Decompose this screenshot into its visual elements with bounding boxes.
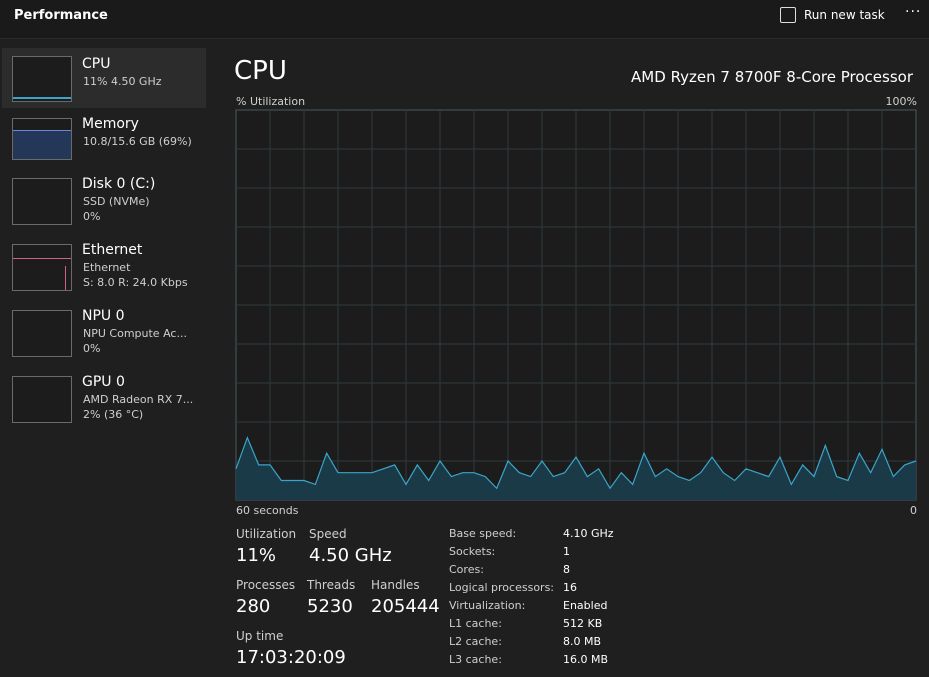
detail-value: 4.10 GHz [563, 527, 614, 540]
sidebar-item-name[interactable]: Memory [82, 116, 139, 132]
sidebar-item-name[interactable]: Ethernet [82, 242, 143, 258]
stat-label: Utilization [236, 527, 297, 541]
stat-label: Up time [236, 629, 284, 643]
stat-label: Threads [307, 578, 356, 592]
run-new-task-button[interactable]: Run new task [804, 8, 885, 22]
stat-value: 4.50 GHz [309, 545, 392, 566]
sidebar-item-name[interactable]: GPU 0 [82, 374, 125, 390]
detail-value: 1 [563, 545, 570, 558]
detail-label: L3 cache: [449, 653, 502, 666]
sidebar-item-detail: 2% (36 °C) [83, 408, 144, 421]
utilization-line [235, 435, 917, 490]
sidebar-item-detail: 11% 4.50 GHz [83, 75, 162, 88]
ethernet-thumbnail[interactable] [12, 244, 72, 291]
sidebar-item-detail: SSD (NVMe) [83, 195, 150, 208]
npu-thumbnail[interactable] [12, 310, 72, 357]
memory-thumbnail[interactable] [12, 118, 72, 160]
detail-label: Virtualization: [449, 599, 526, 612]
stat-label: Processes [236, 578, 296, 592]
detail-label: L1 cache: [449, 617, 502, 630]
sidebar-item-detail: NPU Compute Ac... [83, 327, 187, 340]
detail-value: 512 KB [563, 617, 603, 630]
y-tick-label: 100% [885, 95, 917, 108]
stat-value: 5230 [307, 596, 353, 617]
page-title: Performance [14, 8, 108, 23]
sidebar-item-detail: 10.8/15.6 GB (69%) [83, 135, 192, 148]
more-button[interactable]: ··· [905, 4, 922, 20]
y-axis-label: % Utilization [236, 95, 306, 108]
main-title: CPU [234, 56, 287, 86]
detail-value: 8 [563, 563, 570, 576]
sidebar-item-name[interactable]: Disk 0 (C:) [82, 176, 156, 192]
stat-value: 280 [236, 596, 271, 617]
detail-label: Base speed: [449, 527, 517, 540]
sidebar-item-detail: 0% [83, 210, 101, 223]
run-task-icon[interactable] [780, 7, 796, 23]
detail-label: Cores: [449, 563, 484, 576]
title-bar [0, 0, 929, 39]
sidebar-item-name[interactable]: CPU [82, 56, 111, 72]
sidebar-item-detail: 0% [83, 342, 101, 355]
detail-label: Sockets: [449, 545, 496, 558]
x-axis-label: 60 seconds [236, 504, 299, 517]
stat-value: 11% [236, 545, 277, 566]
cpu-thumbnail[interactable] [12, 56, 72, 102]
detail-value: Enabled [563, 599, 608, 612]
stat-value: 17:03:20:09 [236, 647, 346, 668]
processor-name: AMD Ryzen 7 8700F 8-Core Processor [631, 68, 913, 86]
sidebar-item-detail: S: 8.0 R: 24.0 Kbps [83, 276, 188, 289]
stat-value: 205444 [371, 596, 440, 617]
detail-value: 16.0 MB [563, 653, 609, 666]
y-tick-label: 0 [910, 504, 917, 517]
stat-label: Handles [371, 578, 420, 592]
detail-value: 16 [563, 581, 577, 594]
detail-value: 8.0 MB [563, 635, 602, 648]
disk-thumbnail[interactable] [12, 178, 72, 225]
stat-label: Speed [309, 527, 347, 541]
detail-label: L2 cache: [449, 635, 502, 648]
sidebar-item-detail: Ethernet [83, 261, 131, 274]
sidebar-item-name[interactable]: NPU 0 [82, 308, 125, 324]
sidebar-item-detail: AMD Radeon RX 7... [83, 393, 194, 406]
detail-label: Logical processors: [449, 581, 555, 594]
gpu-thumbnail[interactable] [12, 376, 72, 423]
